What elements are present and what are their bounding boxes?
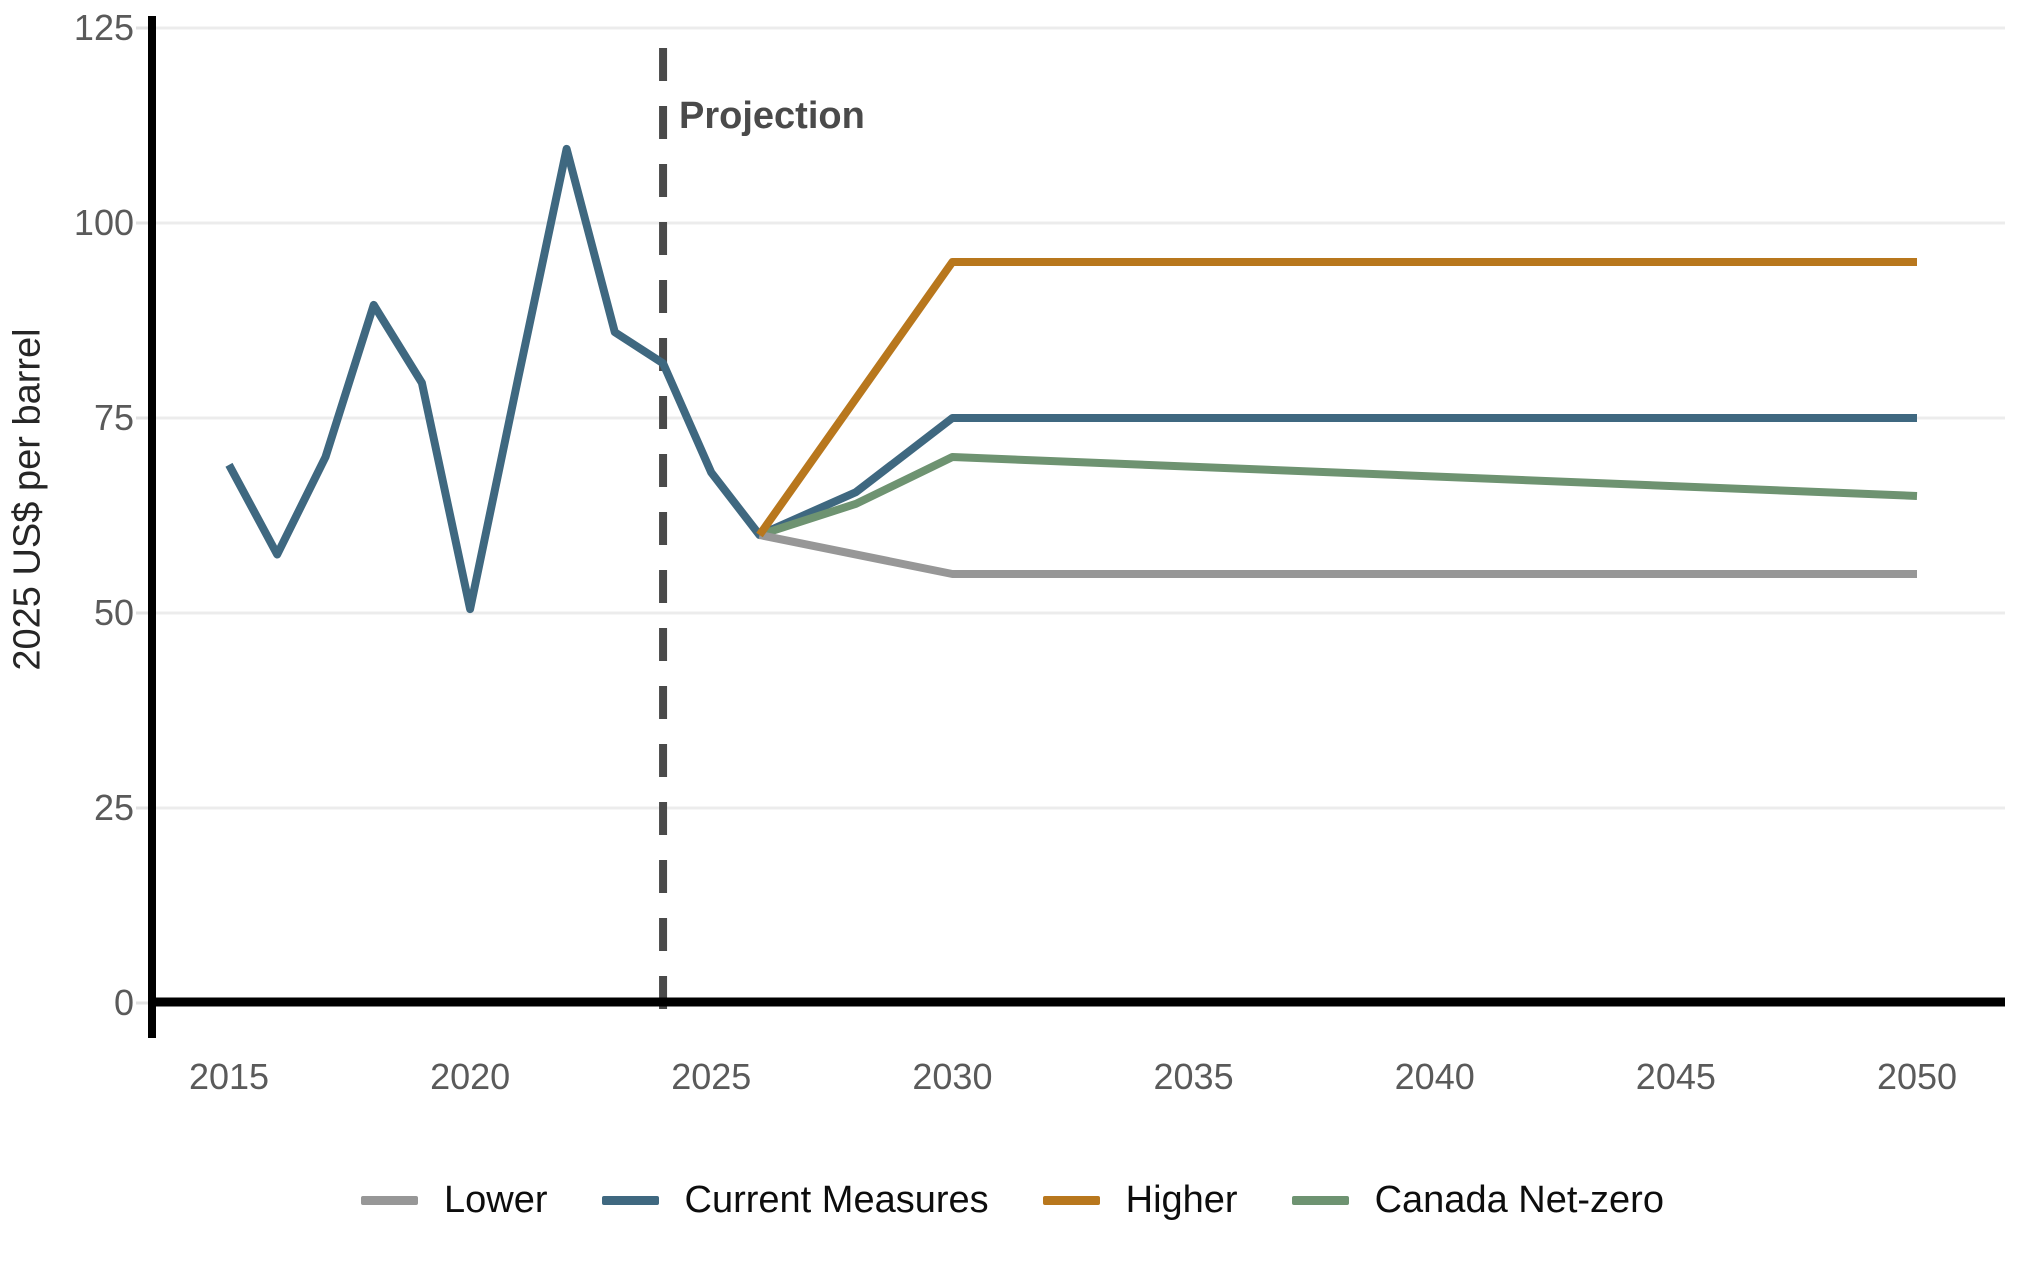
legend-label: Current Measures (684, 1179, 989, 1221)
y-tick-label-75: 75 (93, 397, 134, 438)
y-tick-label-25: 25 (93, 787, 134, 828)
legend-swatch-icon (1291, 1195, 1349, 1205)
x-tick-label-2045: 2045 (1635, 1056, 1716, 1097)
y-tick-label-0: 0 (113, 982, 134, 1023)
legend: Lower Current Measures Higher Canada Net-ze… (0, 1178, 2025, 1222)
legend-label: Canada Net-zero (1374, 1179, 1664, 1221)
x-tick-label-2020: 2020 (430, 1056, 511, 1097)
legend-swatch-icon (601, 1195, 659, 1205)
series-line-canada-net-zero (758, 453, 1918, 539)
series-line-lower (758, 531, 1917, 578)
x-tick-label-2040: 2040 (1394, 1056, 1475, 1097)
x-tick-label-2030: 2030 (912, 1056, 993, 1097)
legend-item-lower: Lower (361, 1178, 548, 1222)
y-tick-label-100: 100 (73, 202, 134, 243)
legend-swatch-icon (361, 1195, 419, 1205)
series-line-higher (756, 258, 1917, 538)
series-line-current-measures (225, 144, 1917, 614)
legend-item-canada-net-zero: Canada Net-zero (1291, 1178, 1664, 1222)
x-tick-label-2015: 2015 (188, 1056, 270, 1097)
y-tick-label-50: 50 (93, 592, 134, 633)
legend-label: Higher (1125, 1179, 1238, 1221)
x-tick-label-2035: 2035 (1153, 1056, 1234, 1097)
x-tick-label-2050: 2050 (1876, 1056, 1958, 1097)
y-axis-title: 2025 US$ per barrel (6, 328, 49, 671)
legend-swatch-icon (1042, 1195, 1100, 1205)
legend-item-current-measures: Current Measures (601, 1178, 989, 1222)
y-tick-label-125: 125 (73, 7, 134, 48)
legend-item-higher: Higher (1042, 1178, 1238, 1222)
legend-label: Lower (444, 1179, 548, 1221)
x-tick-label-2025: 2025 (671, 1056, 752, 1097)
projection-label: Projection (679, 95, 865, 137)
